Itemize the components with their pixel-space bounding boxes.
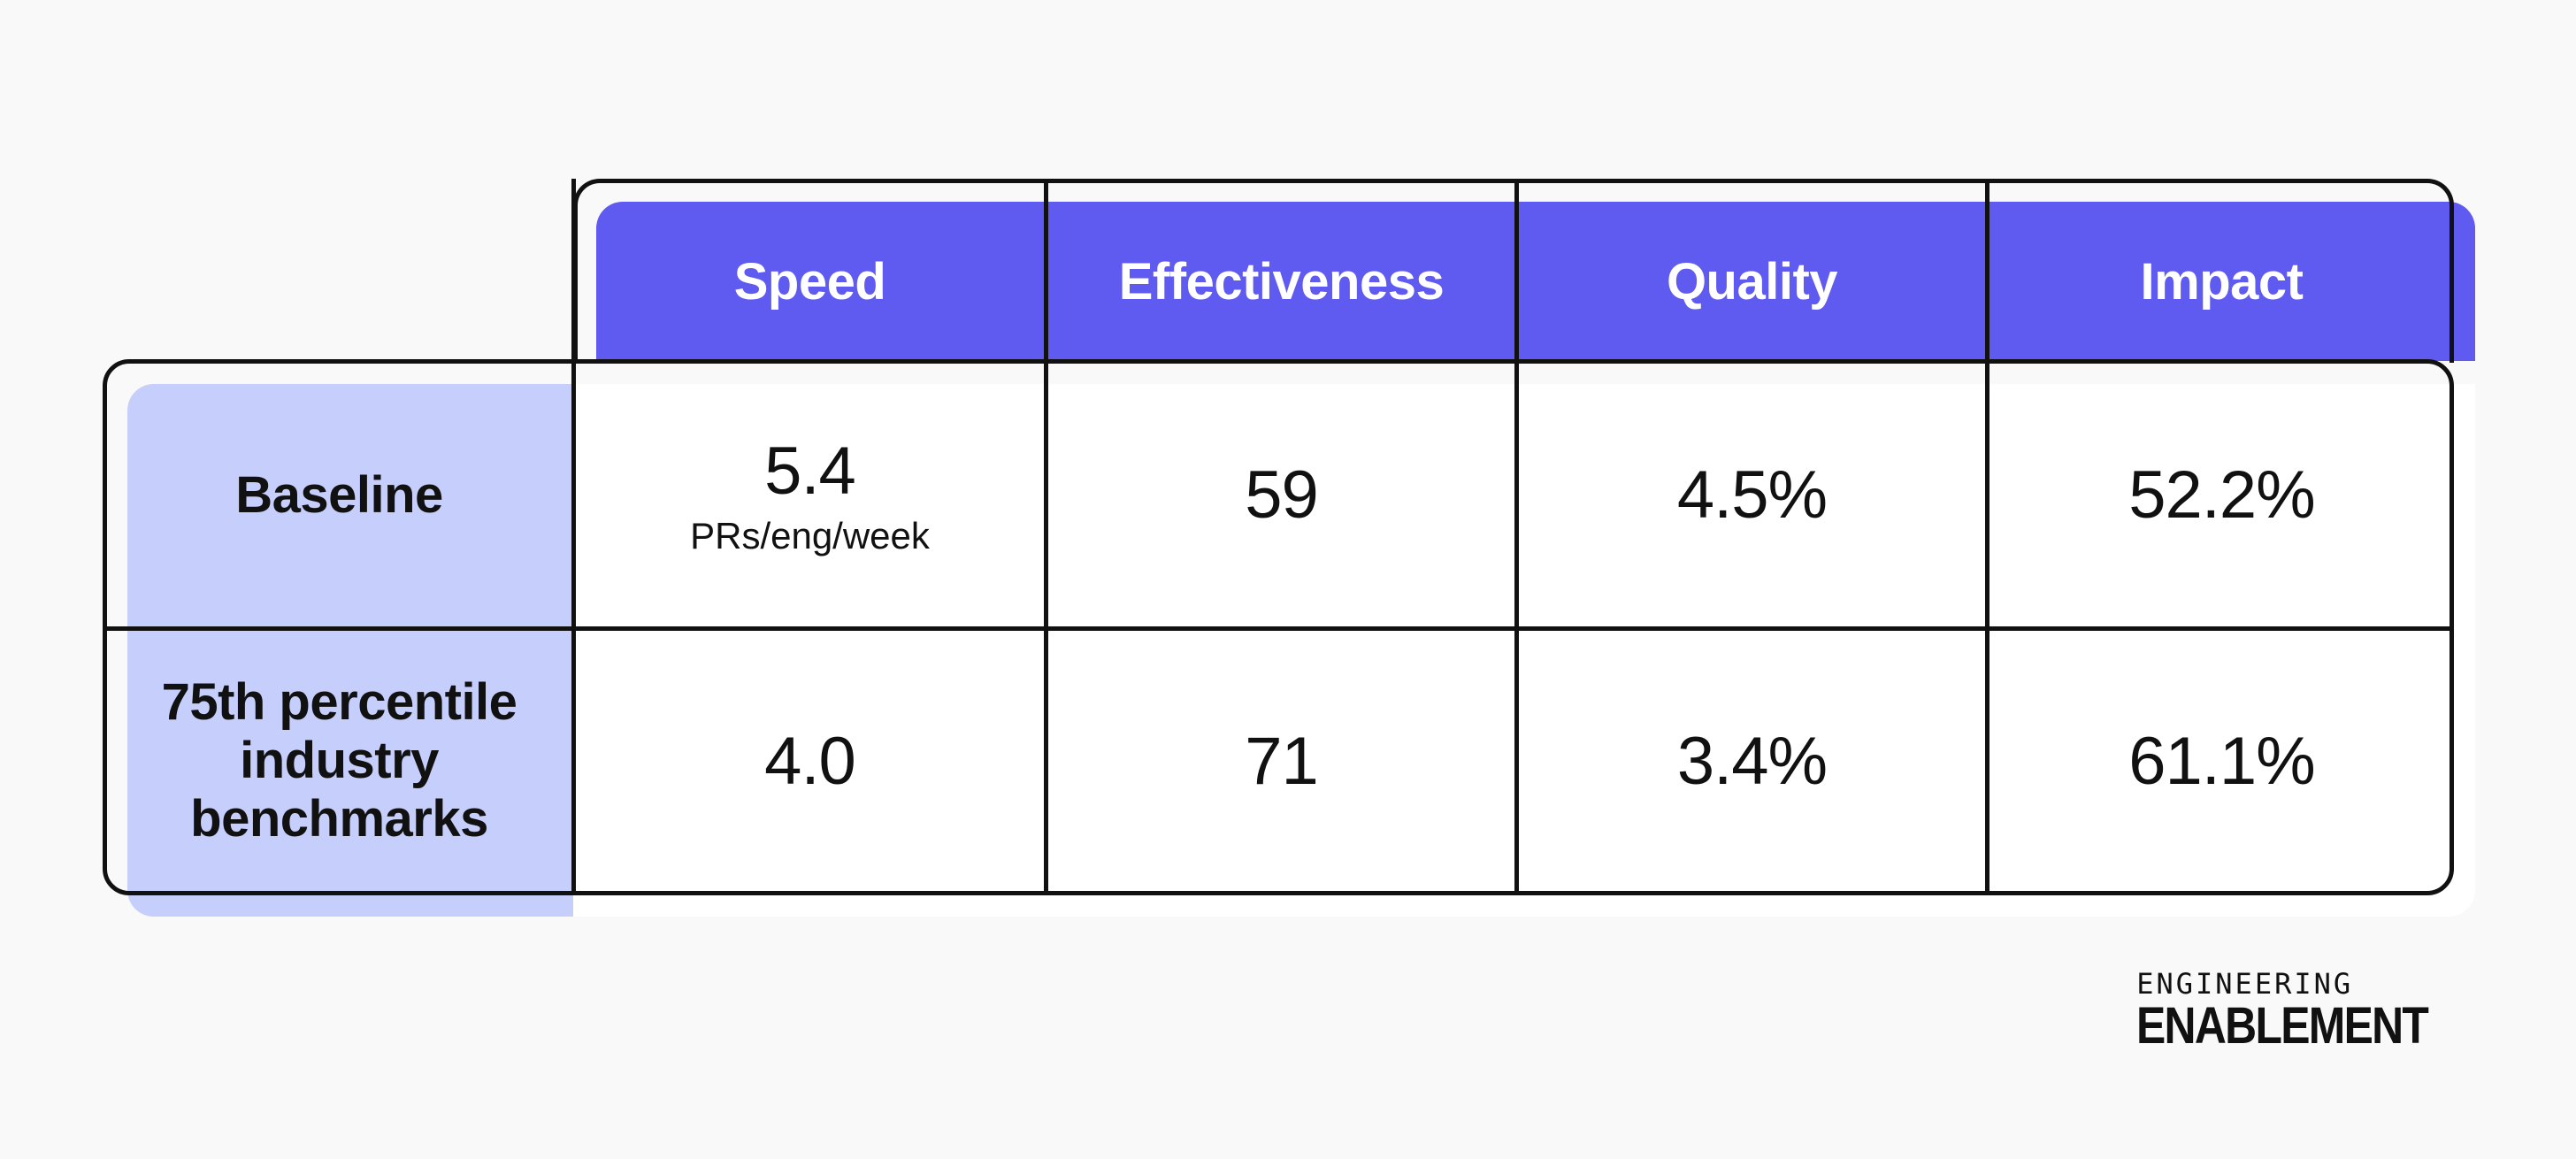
value-benchmark-impact: 61.1%	[2128, 723, 2316, 799]
engineering-enablement-logo: ENGINEERING ENABLEMENT	[2136, 968, 2475, 1053]
divider-col-2	[1514, 179, 1519, 895]
column-header-effectiveness: Effectiveness	[1118, 252, 1445, 311]
unit-baseline-speed: PRs/eng/week	[690, 515, 930, 556]
row-label-line-1: 75th percentile	[161, 673, 518, 731]
logo-line-2: ENABLEMENT	[2136, 997, 2429, 1055]
column-header-speed: Speed	[733, 252, 886, 311]
divider-row	[103, 626, 2454, 631]
divider-rowlabel	[571, 179, 576, 895]
value-baseline-speed: 5.4	[764, 434, 856, 509]
row-label-baseline: Baseline	[107, 364, 571, 626]
row-label-fill	[127, 384, 573, 917]
column-header-impact: Impact	[2140, 252, 2304, 311]
header-fill	[596, 202, 2475, 361]
row-label-line-2: industry	[240, 732, 439, 789]
value-baseline-effectiveness: 59	[1245, 457, 1319, 533]
logo-line-1: ENGINEERING	[2136, 967, 2354, 1001]
value-baseline-impact: 52.2%	[2128, 457, 2316, 533]
divider-col-1	[1044, 179, 1048, 895]
body-fill	[573, 384, 2475, 917]
row-label-benchmarks: 75th percentile industry benchmarks	[107, 631, 571, 891]
value-baseline-quality: 4.5%	[1676, 457, 1828, 533]
row-label-line-3: benchmarks	[190, 790, 488, 848]
divider-col-3	[1985, 179, 1990, 895]
value-benchmark-speed: 4.0	[764, 723, 856, 799]
column-header-quality: Quality	[1666, 252, 1838, 311]
row-label-text: Baseline	[235, 465, 443, 524]
value-benchmark-effectiveness: 71	[1245, 723, 1319, 799]
cell-baseline-speed: 5.4 PRs/eng/week	[576, 364, 1044, 626]
value-benchmark-quality: 3.4%	[1676, 723, 1828, 799]
